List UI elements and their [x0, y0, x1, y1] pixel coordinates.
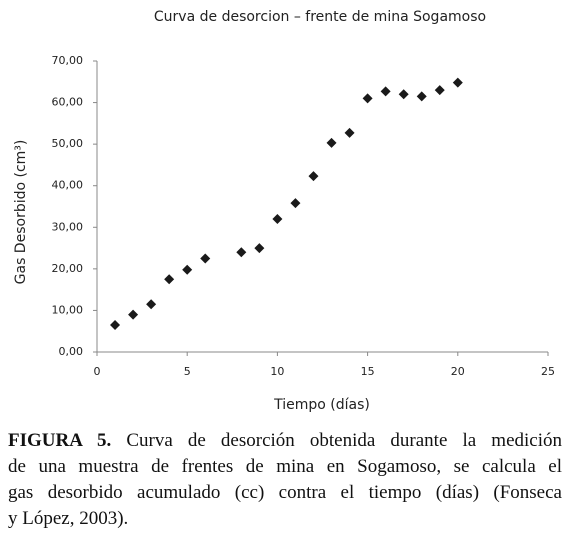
data-point: [146, 299, 157, 310]
data-point: [164, 274, 175, 285]
y-axis-label: Gas Desorbido (cm³): [13, 140, 29, 285]
chart-title: Curva de desorcion – frente de mina Soga…: [154, 9, 486, 25]
data-point: [452, 77, 463, 88]
caption-line: gas desorbido acumulado (cc) contra el t…: [8, 480, 562, 506]
caption-line: y López, 2003).: [8, 506, 562, 532]
data-point: [416, 91, 427, 102]
y-tick-label: 30,00: [52, 220, 84, 233]
data-point: [200, 253, 211, 264]
data-point: [254, 243, 265, 254]
data-point: [398, 89, 409, 100]
caption-line: FIGURA 5. Curva de desorción obtenida du…: [8, 428, 562, 454]
y-tick-label: 40,00: [52, 179, 84, 192]
x-tick-label: 25: [541, 365, 555, 378]
y-tick-label: 0,00: [59, 345, 84, 358]
data-point: [128, 309, 139, 320]
x-tick-label: 5: [184, 365, 191, 378]
x-axis-label: Tiempo (días): [273, 397, 370, 413]
y-tick-label: 20,00: [52, 262, 84, 275]
data-point: [344, 127, 355, 138]
chart: Curva de desorcion – frente de mina Soga…: [13, 9, 555, 413]
caption-text: gas desorbido acumulado (cc) contra el t…: [8, 482, 562, 503]
y-tick-label: 70,00: [52, 54, 84, 67]
data-point: [362, 93, 373, 104]
x-tick-label: 20: [451, 365, 465, 378]
y-tick-label: 60,00: [52, 96, 84, 109]
caption-text: de una muestra de frentes de mina en Sog…: [8, 456, 562, 477]
data-point: [308, 171, 319, 182]
y-tick-label: 10,00: [52, 303, 84, 316]
data-point: [290, 198, 301, 209]
data-point: [182, 264, 193, 275]
caption-line: de una muestra de frentes de mina en Sog…: [8, 454, 562, 480]
data-point: [110, 319, 121, 330]
data-point: [434, 85, 445, 96]
y-tick-label: 50,00: [52, 137, 84, 150]
caption: FIGURA 5. Curva de desorción obtenida du…: [8, 428, 562, 532]
x-tick-label: 15: [361, 365, 375, 378]
data-point: [326, 137, 337, 148]
x-tick-label: 0: [94, 365, 101, 378]
caption-text: y López, 2003).: [8, 508, 129, 529]
caption-text: Curva de desorción obtenida durante la m…: [126, 430, 562, 451]
data-point: [272, 213, 283, 224]
data-point: [236, 247, 247, 258]
caption-label: FIGURA 5.: [8, 430, 112, 451]
x-tick-label: 10: [270, 365, 284, 378]
data-point: [380, 86, 391, 97]
